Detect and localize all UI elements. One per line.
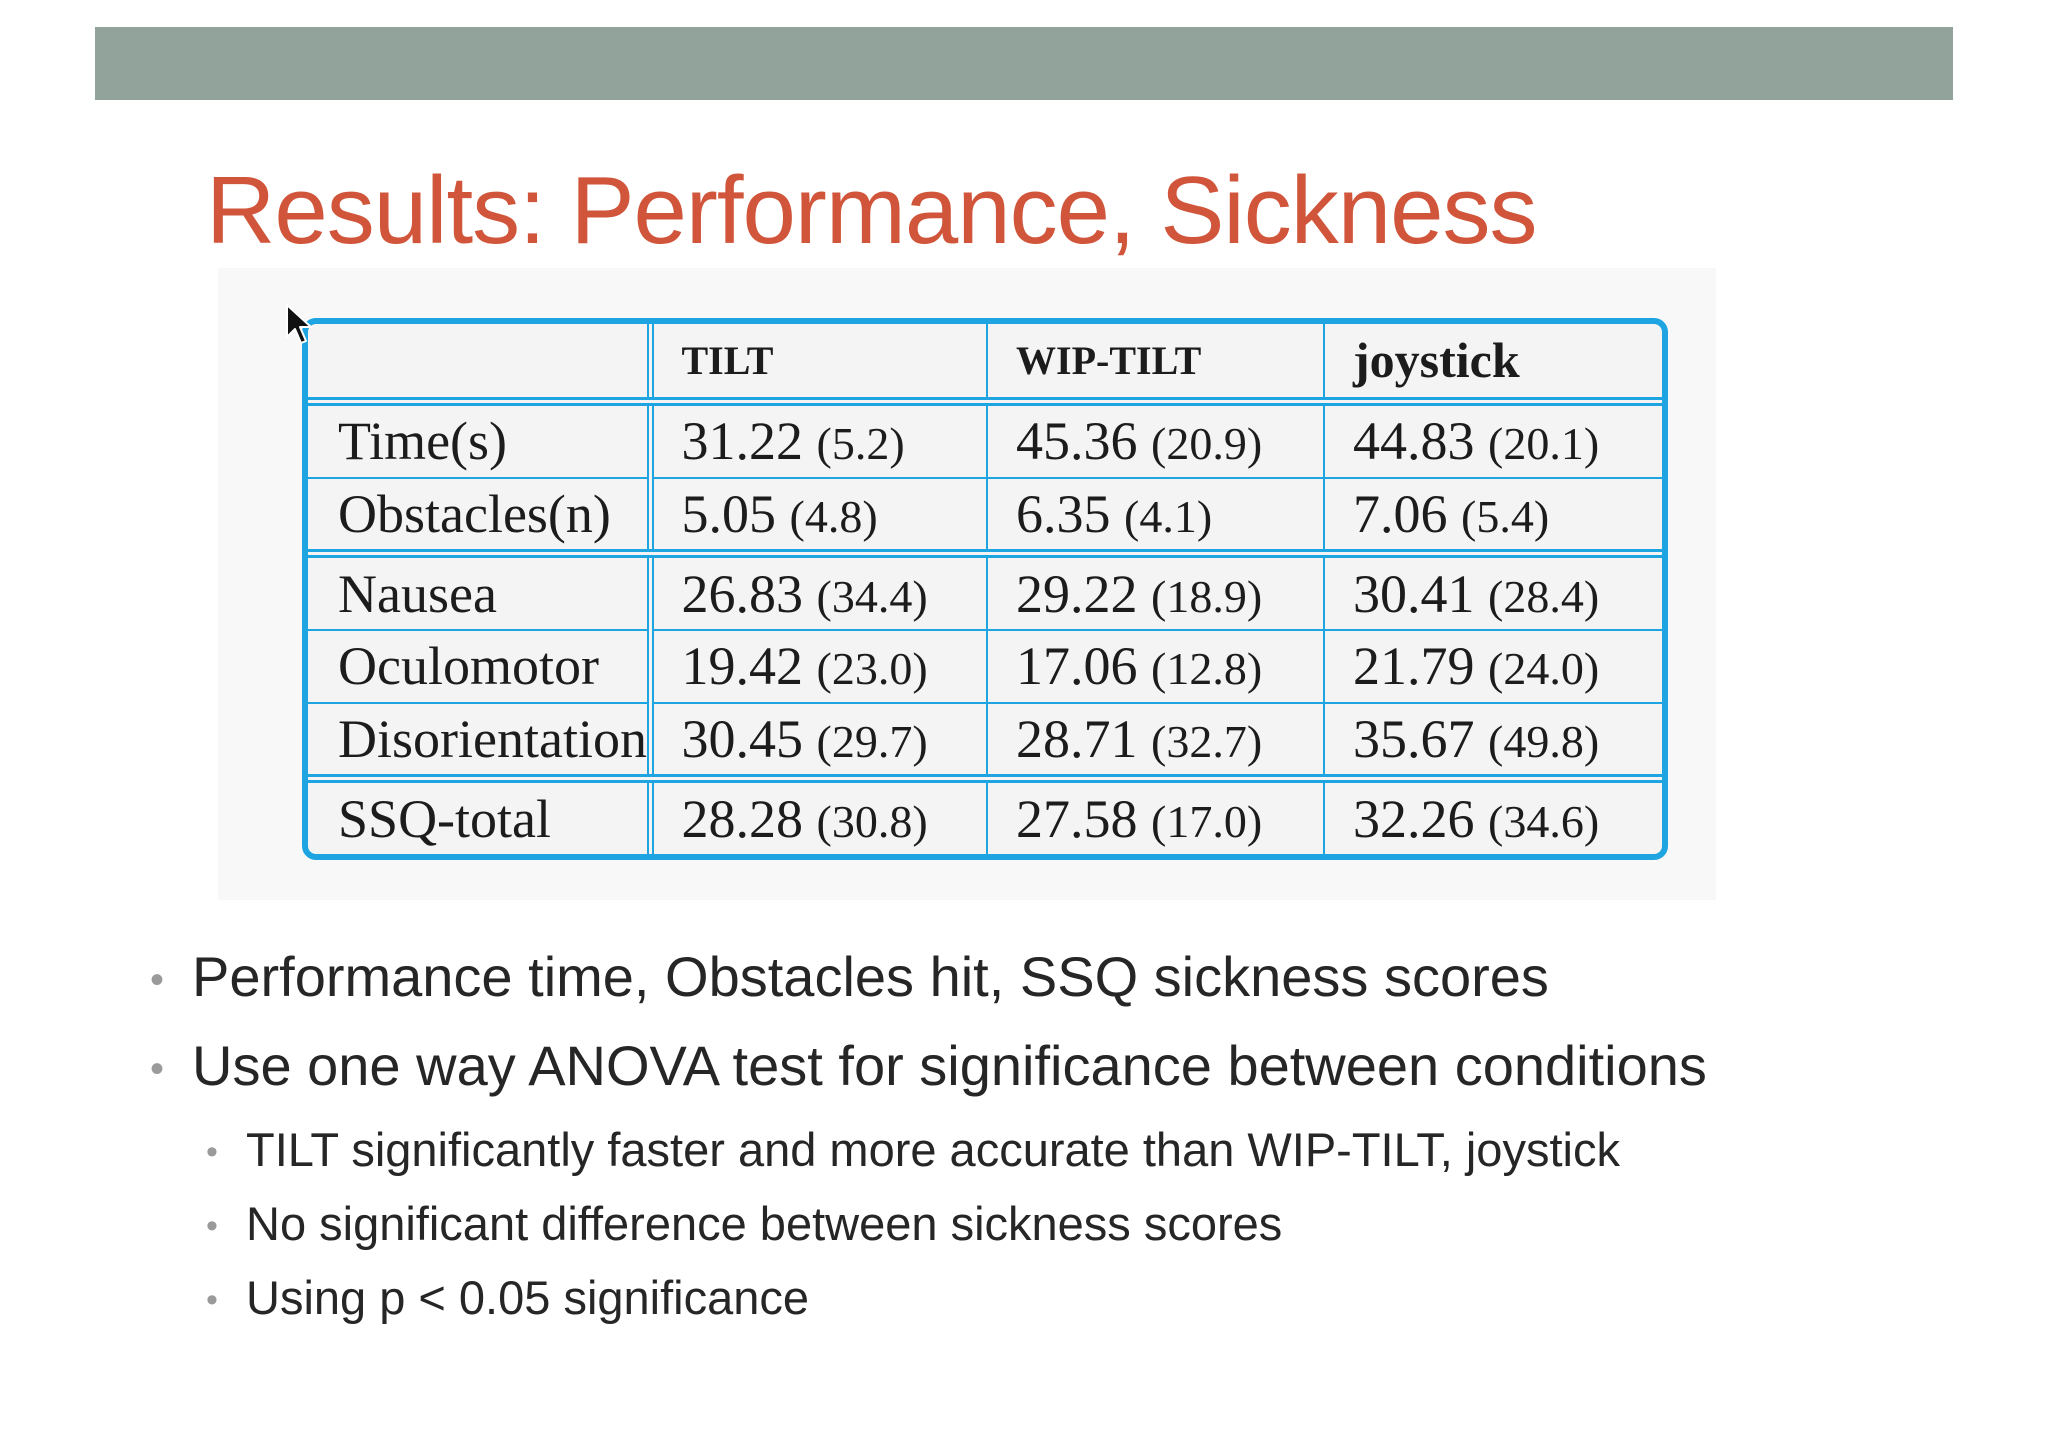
sd-value: (5.2)	[816, 418, 905, 470]
sub-bullet-text: No significant difference between sickne…	[246, 1197, 1283, 1250]
table-header-row: TILT WIP-TILT joystick	[308, 324, 1662, 406]
table-row: SSQ-total 28.28 (30.8) 27.58 (17.0) 32.2…	[308, 778, 1662, 854]
bullet-item: • Performance time, Obstacles hit, SSQ s…	[150, 945, 1707, 1034]
table-cell: 7.06 (5.4)	[1324, 477, 1662, 559]
sd-value: (4.8)	[789, 491, 878, 543]
row-label: Disorientation	[308, 702, 654, 784]
bullet-text: Use one way ANOVA test for significance …	[192, 1034, 1707, 1097]
sd-value: (5.4)	[1461, 491, 1550, 543]
sd-value: (30.8)	[816, 795, 928, 847]
mean-value: 28.28	[681, 788, 804, 849]
table-cell: 35.67 (49.8)	[1324, 702, 1662, 784]
mean-value: 32.26	[1353, 788, 1475, 849]
mean-value: 35.67	[1353, 708, 1475, 769]
mean-value: 31.22	[681, 411, 804, 472]
sd-value: (18.9)	[1151, 570, 1263, 622]
mean-value: 17.06	[1016, 636, 1138, 697]
sub-bullet-item: • TILT significantly faster and more acc…	[206, 1123, 1707, 1197]
header-joystick: joystick	[1324, 324, 1662, 406]
table-cell: 26.83 (34.4)	[650, 553, 988, 632]
table-cell: 28.28 (30.8)	[650, 778, 988, 854]
mean-value: 19.42	[681, 636, 804, 697]
sub-bullet-text: Using p < 0.05 significance	[246, 1271, 810, 1324]
sd-value: (17.0)	[1151, 795, 1263, 847]
table-row: Oculomotor 19.42 (23.0) 17.06 (12.8) 21.…	[308, 630, 1662, 704]
mean-value: 27.58	[1016, 788, 1138, 849]
table-cell: 6.35 (4.1)	[987, 477, 1325, 559]
bullet-text: Performance time, Obstacles hit, SSQ sic…	[192, 945, 1549, 1008]
sd-value: (34.4)	[816, 570, 928, 622]
sd-value: (49.8)	[1488, 715, 1600, 767]
header-cell-empty	[308, 324, 654, 406]
mouse-cursor-icon	[286, 304, 312, 344]
mean-value: 30.41	[1353, 563, 1475, 624]
row-label: Obstacles(n)	[308, 477, 654, 559]
bullet-dot-icon: •	[206, 1133, 218, 1171]
row-label: SSQ-total	[308, 778, 654, 854]
table-cell: 28.71 (32.7)	[987, 702, 1325, 784]
sd-value: (23.0)	[816, 643, 928, 695]
table-row: Disorientation 30.45 (29.7) 28.71 (32.7)…	[308, 702, 1662, 784]
table-cell: 32.26 (34.6)	[1324, 779, 1662, 854]
top-accent-bar	[95, 27, 1953, 100]
sd-value: (24.0)	[1488, 643, 1600, 695]
sd-value: (29.7)	[816, 715, 928, 767]
mean-value: 44.83	[1353, 411, 1475, 472]
slide-title: Results: Performance, Sickness	[206, 157, 1537, 264]
row-label: Nausea	[308, 553, 654, 632]
row-label: Oculomotor	[308, 630, 654, 704]
bullet-item: • Use one way ANOVA test for significanc…	[150, 1034, 1707, 1123]
table-row: Time(s) 31.22 (5.2) 45.36 (20.9) 44.83 (…	[308, 401, 1662, 479]
bullet-dot-icon: •	[206, 1207, 218, 1245]
mean-value: 21.79	[1353, 636, 1475, 697]
sd-value: (34.6)	[1488, 795, 1600, 847]
results-table: TILT WIP-TILT joystick Time(s) 31.22 (5.…	[308, 324, 1662, 854]
table-cell: 19.42 (23.0)	[650, 630, 988, 704]
bullet-dot-icon: •	[150, 1047, 165, 1091]
table-cell: 30.45 (29.7)	[650, 702, 988, 784]
mean-value: 6.35	[1016, 484, 1111, 545]
table-row: Obstacles(n) 5.05 (4.8) 6.35 (4.1) 7.06 …	[308, 477, 1662, 559]
table-cell: 21.79 (24.0)	[1324, 630, 1662, 704]
sd-value: (12.8)	[1151, 643, 1263, 695]
table-cell: 31.22 (5.2)	[650, 401, 988, 479]
mean-value: 28.71	[1016, 708, 1138, 769]
mean-value: 7.06	[1353, 484, 1448, 545]
table-cell: 45.36 (20.9)	[987, 401, 1325, 479]
mean-value: 30.45	[681, 708, 804, 769]
table-row: Nausea 26.83 (34.4) 29.22 (18.9) 30.41 (…	[308, 553, 1662, 632]
sd-value: (20.1)	[1488, 418, 1600, 470]
table-cell: 5.05 (4.8)	[650, 477, 988, 559]
bullet-list: • Performance time, Obstacles hit, SSQ s…	[150, 945, 1707, 1345]
row-label: Time(s)	[308, 401, 654, 479]
header-wip-tilt: WIP-TILT	[987, 324, 1325, 406]
mean-value: 5.05	[681, 484, 777, 545]
bullet-dot-icon: •	[150, 958, 165, 1002]
mean-value: 26.83	[681, 563, 804, 624]
mean-value: 29.22	[1016, 563, 1138, 624]
table-cell: 29.22 (18.9)	[987, 553, 1325, 632]
sd-value: (32.7)	[1151, 715, 1263, 767]
sd-value: (20.9)	[1151, 418, 1263, 470]
sd-value: (4.1)	[1124, 491, 1213, 543]
table-cell: 17.06 (12.8)	[987, 630, 1325, 704]
sd-value: (28.4)	[1488, 570, 1600, 622]
bullet-dot-icon: •	[206, 1281, 218, 1319]
sub-bullet-text: TILT significantly faster and more accur…	[246, 1123, 1620, 1176]
mean-value: 45.36	[1016, 411, 1138, 472]
table-cell: 44.83 (20.1)	[1324, 401, 1662, 479]
sub-bullet-item: • No significant difference between sick…	[206, 1197, 1707, 1271]
header-tilt: TILT	[650, 324, 988, 406]
results-table-frame: TILT WIP-TILT joystick Time(s) 31.22 (5.…	[302, 318, 1668, 860]
table-cell: 27.58 (17.0)	[987, 778, 1325, 854]
sub-bullet-item: • Using p < 0.05 significance	[206, 1271, 1707, 1345]
table-cell: 30.41 (28.4)	[1324, 553, 1662, 632]
